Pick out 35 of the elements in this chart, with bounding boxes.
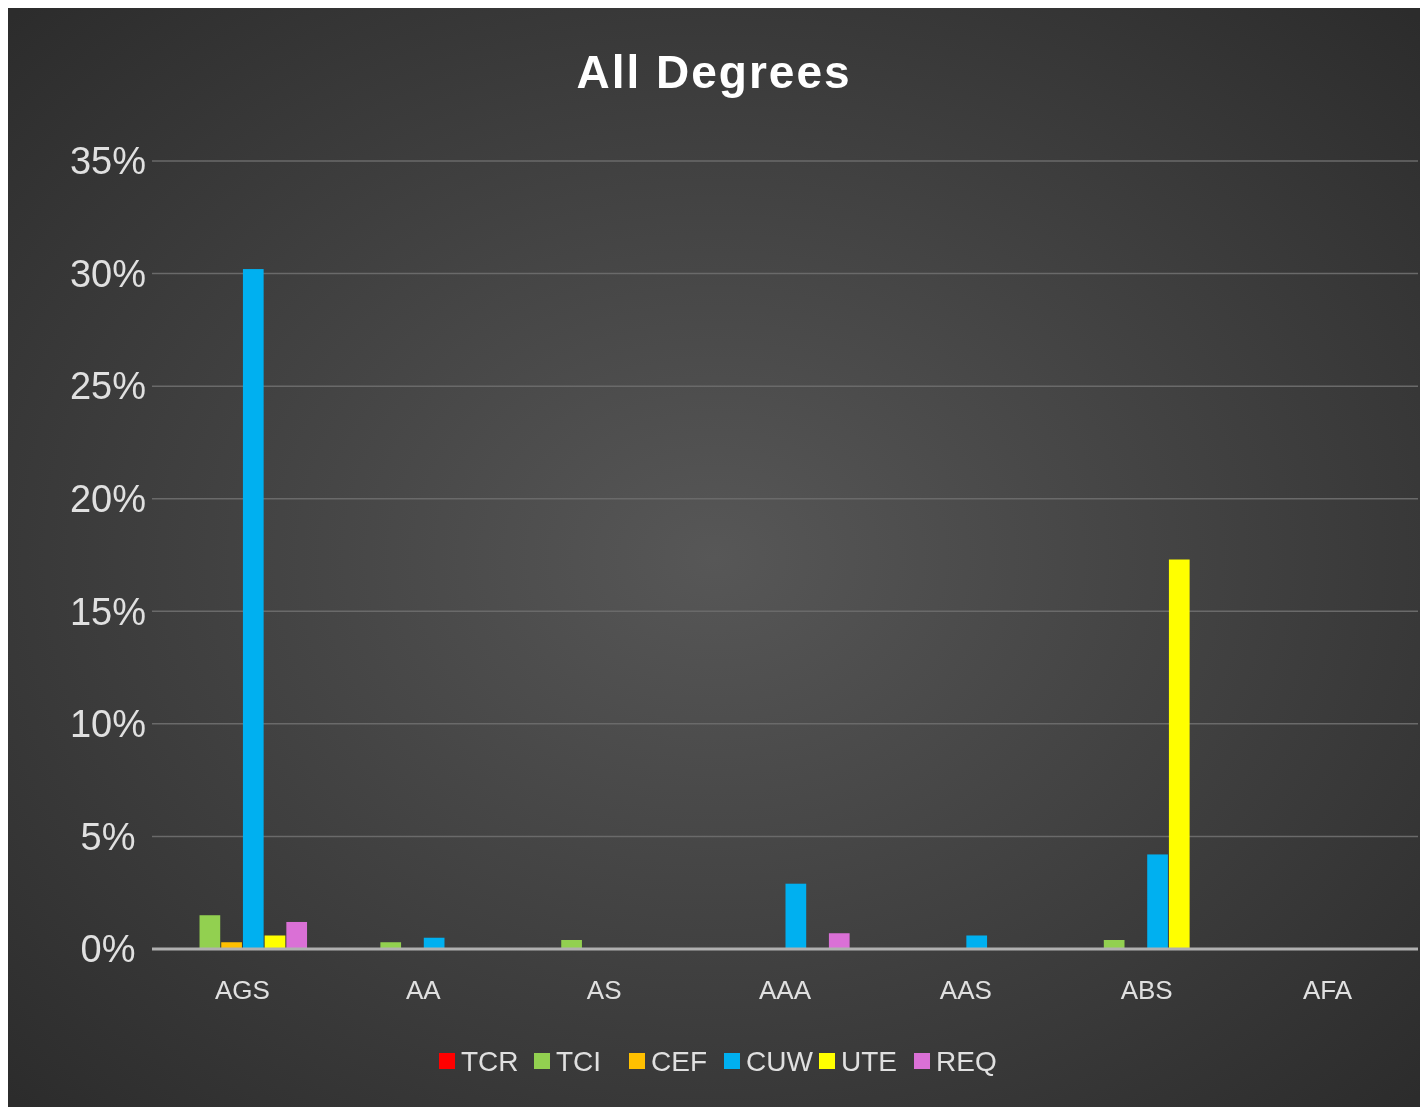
y-tick-label: 30% [69,252,147,295]
legend-label: REQ [936,1045,997,1077]
bar [561,939,582,949]
bar [380,942,402,949]
bar [785,883,807,949]
legend-label: TCR [461,1045,519,1077]
bar [1103,939,1125,949]
bar [286,921,308,949]
chart-title: All Degrees [576,46,852,98]
x-tick-label: ABS [1120,975,1173,1005]
bar [966,935,988,949]
legend-label: TCI [556,1045,602,1077]
x-tick-label: AAS [939,975,992,1005]
x-tick-label: AAA [758,975,812,1005]
bar [264,935,286,949]
x-tick-label: AA [405,975,442,1005]
x-tick-label: AS [586,975,622,1005]
y-tick-label: 20% [69,478,147,521]
bar [1147,854,1168,949]
bar [828,933,850,949]
bar [199,915,221,949]
x-tick-label: AFA [1303,975,1353,1005]
y-tick-label: 10% [69,703,147,746]
bar [1168,559,1190,949]
y-tick-label: 15% [69,590,147,633]
y-tick-label: 35% [69,140,147,183]
legend-label: CUW [746,1045,814,1077]
bar [221,942,242,949]
legend-label: UTE [841,1045,897,1077]
y-tick-label: 5% [80,815,136,858]
y-tick-label: 25% [69,365,147,408]
x-tick-label: AGS [214,975,270,1005]
y-tick-label: 0% [80,928,136,971]
legend-label: CEF [651,1045,707,1077]
bar [242,269,264,949]
